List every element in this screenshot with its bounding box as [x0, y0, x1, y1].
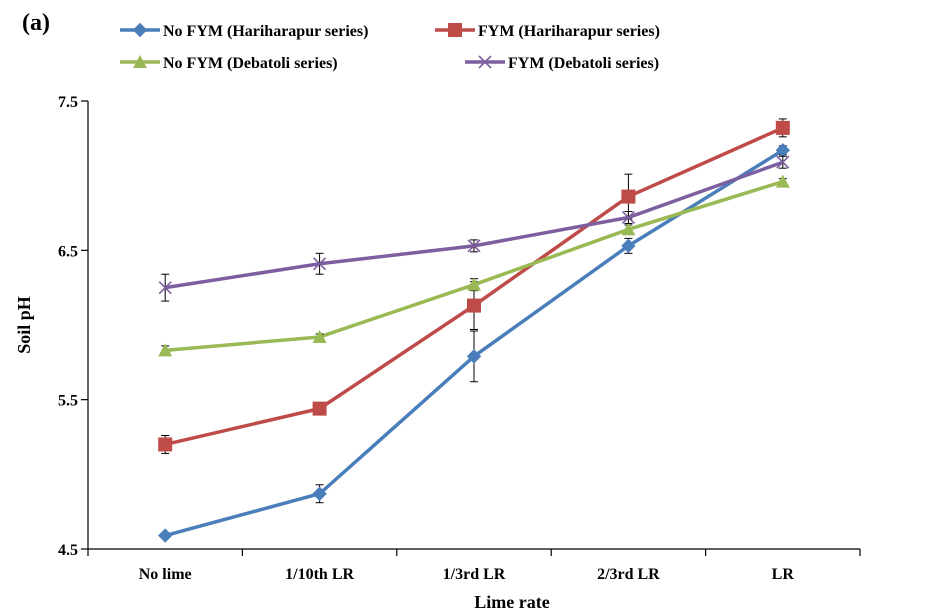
series-2 [158, 118, 790, 454]
data-point [312, 401, 327, 416]
plot-area [157, 118, 791, 543]
data-point [467, 298, 481, 313]
x-tick-label: No lime [139, 566, 192, 583]
legend-marker [132, 22, 148, 38]
data-point [158, 343, 173, 357]
legend-marker [133, 55, 147, 68]
data-point [775, 174, 790, 188]
data-point [621, 189, 636, 204]
legend-label: FYM (Hariharapur series) [478, 23, 660, 40]
x-axis-title: Lime rate [474, 592, 549, 612]
y-tick-label: 4.5 [58, 542, 78, 559]
legend-marker [448, 23, 462, 37]
legend-item-2: FYM (Hariharapur series) [435, 23, 660, 40]
data-point [313, 257, 327, 271]
legend-label: FYM (Debatoli series) [508, 55, 659, 72]
y-tick-label: 5.5 [58, 393, 78, 410]
data-point [621, 222, 636, 236]
legend-label: No FYM (Hariharapur series) [163, 23, 368, 40]
data-point [466, 349, 482, 364]
legend-item-4: FYM (Debatoli series) [465, 55, 659, 72]
data-point [467, 239, 481, 253]
data-point [621, 238, 636, 254]
data-point [621, 210, 635, 225]
series-3 [158, 174, 790, 357]
data-point [158, 281, 172, 295]
series-line [164, 160, 784, 290]
chart-axes: 4.5 5.5 6.5 7.5 No lime 1/10th LR 1/3rd LR 2/3r… [58, 94, 861, 583]
legend: No FYM (Hariharapur series) FYM (Harihara… [120, 22, 660, 72]
legend-label: No FYM (Debatoli series) [163, 55, 338, 72]
panel-label: (a) [22, 10, 50, 36]
y-tick-label: 7.5 [58, 94, 78, 111]
data-point [312, 329, 327, 343]
y-axis-title: Soil pH [14, 296, 34, 354]
legend-marker [478, 55, 492, 69]
y-tick-label: 6.5 [58, 243, 78, 260]
series-4 [158, 155, 790, 302]
data-point [775, 120, 790, 135]
data-point [467, 277, 481, 291]
x-tick-label: 1/10th LR [285, 566, 354, 583]
data-point [157, 528, 173, 543]
data-point [158, 437, 173, 452]
x-tick-label: 1/3rd LR [443, 566, 506, 583]
legend-item-3: No FYM (Debatoli series) [120, 55, 338, 72]
legend-item-1: No FYM (Hariharapur series) [120, 22, 368, 40]
data-point [312, 486, 327, 501]
data-point [776, 155, 790, 169]
x-tick-label: 2/3rd LR [597, 566, 660, 583]
x-tick-label: LR [772, 566, 795, 583]
